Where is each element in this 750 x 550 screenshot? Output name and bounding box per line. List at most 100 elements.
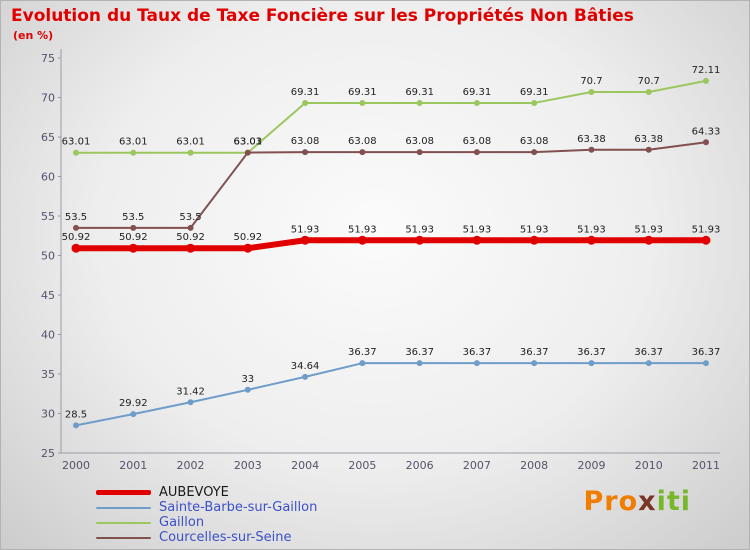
value-label: 51.93 bbox=[692, 224, 721, 235]
data-point bbox=[416, 149, 423, 156]
data-point bbox=[359, 360, 366, 367]
value-label: 70.7 bbox=[580, 76, 602, 87]
value-label: 53.5 bbox=[179, 212, 201, 223]
value-label: 36.37 bbox=[577, 347, 606, 358]
data-point bbox=[473, 149, 480, 156]
value-label: 63.38 bbox=[577, 134, 606, 145]
x-tick-label: 2007 bbox=[463, 459, 491, 472]
data-point bbox=[703, 77, 709, 84]
x-tick-label: 2011 bbox=[692, 459, 720, 472]
data-point bbox=[531, 360, 538, 367]
x-tick-label: 2009 bbox=[577, 459, 605, 472]
y-tick-label: 40 bbox=[41, 329, 55, 342]
data-point bbox=[529, 235, 539, 245]
data-point bbox=[531, 149, 538, 156]
data-point bbox=[473, 99, 480, 106]
legend-label-gaillon[interactable]: Gaillon bbox=[159, 515, 205, 530]
value-label: 53.5 bbox=[65, 212, 87, 223]
y-tick-label: 30 bbox=[41, 408, 55, 421]
x-tick-label: 2000 bbox=[62, 459, 90, 472]
legend-item-aubevoye: AUBEVOYE bbox=[96, 485, 317, 500]
value-label: 29.92 bbox=[119, 398, 148, 409]
legend-item-gaillon: Gaillon bbox=[96, 515, 317, 530]
y-tick-label: 70 bbox=[41, 92, 55, 105]
proxiti-logo[interactable]: Proxiti bbox=[584, 486, 692, 517]
data-point bbox=[73, 422, 79, 429]
series-line-Courcelles-sur-Seine bbox=[75, 141, 707, 229]
value-label: 51.93 bbox=[634, 224, 663, 235]
value-label: 70.7 bbox=[638, 76, 660, 87]
logo-pro: Pro bbox=[583, 486, 639, 517]
logo-iti: iti bbox=[656, 486, 691, 517]
y-tick-label: 75 bbox=[41, 52, 55, 65]
data-point bbox=[357, 235, 367, 245]
data-point bbox=[645, 88, 652, 95]
data-point bbox=[186, 243, 196, 253]
value-label: 63.03 bbox=[233, 137, 262, 148]
logo-x-icon: x bbox=[638, 486, 657, 517]
value-label: 51.93 bbox=[577, 224, 606, 235]
data-point bbox=[473, 360, 480, 367]
data-point bbox=[243, 243, 253, 253]
x-tick-label: 2010 bbox=[635, 459, 663, 472]
data-point bbox=[187, 399, 194, 406]
legend-swatch-sainte-barbe-sur-gaillon bbox=[96, 506, 151, 509]
value-label: 36.37 bbox=[405, 347, 434, 358]
y-tick-label: 50 bbox=[41, 250, 55, 263]
legend-label-aubevoye: AUBEVOYE bbox=[159, 485, 229, 500]
data-point bbox=[586, 235, 596, 245]
legend-item-courcelles-sur-seine: Courcelles-sur-Seine bbox=[96, 530, 317, 545]
value-label: 51.93 bbox=[463, 224, 492, 235]
data-point bbox=[472, 235, 482, 245]
value-label: 63.38 bbox=[634, 134, 663, 145]
value-label: 34.64 bbox=[291, 361, 320, 372]
data-point bbox=[416, 99, 423, 106]
legend-item-sainte-barbe-sur-gaillon: Sainte-Barbe-sur-Gaillon bbox=[96, 500, 317, 515]
legend-swatch-courcelles-sur-seine bbox=[96, 536, 151, 539]
data-point bbox=[302, 149, 309, 156]
value-label: 51.93 bbox=[520, 224, 549, 235]
legend-label-sainte-barbe-sur-gaillon[interactable]: Sainte-Barbe-sur-Gaillon bbox=[159, 500, 318, 515]
data-point bbox=[588, 360, 595, 367]
value-label: 69.31 bbox=[291, 87, 320, 98]
value-label: 31.42 bbox=[176, 386, 205, 397]
value-label: 50.92 bbox=[233, 232, 262, 243]
data-point bbox=[128, 243, 138, 253]
value-label: 36.37 bbox=[348, 347, 377, 358]
x-tick-label: 2005 bbox=[348, 459, 376, 472]
value-label: 51.93 bbox=[405, 224, 434, 235]
data-point bbox=[415, 235, 425, 245]
value-label: 51.93 bbox=[291, 224, 320, 235]
value-label: 63.08 bbox=[463, 136, 492, 147]
value-label: 69.31 bbox=[463, 87, 492, 98]
data-point bbox=[531, 99, 538, 106]
data-point bbox=[187, 224, 194, 231]
data-point bbox=[73, 149, 79, 156]
value-label: 69.31 bbox=[348, 87, 377, 98]
legend-label-courcelles-sur-seine[interactable]: Courcelles-sur-Seine bbox=[159, 530, 292, 545]
chart-legend: AUBEVOYE Sainte-Barbe-sur-Gaillon Gaillo… bbox=[96, 485, 317, 545]
legend-swatch-gaillon bbox=[96, 521, 151, 524]
value-label: 36.37 bbox=[634, 347, 663, 358]
series-line-Sainte-Barbe-sur-Gaillon bbox=[75, 362, 707, 427]
x-tick-label: 2006 bbox=[406, 459, 434, 472]
data-point bbox=[71, 243, 81, 253]
data-point bbox=[644, 235, 654, 245]
y-tick-label: 35 bbox=[41, 368, 55, 381]
data-point bbox=[645, 360, 652, 367]
data-point bbox=[703, 360, 709, 367]
data-point bbox=[302, 99, 309, 106]
data-point bbox=[300, 235, 310, 245]
data-point bbox=[359, 149, 366, 156]
value-label: 63.08 bbox=[520, 136, 549, 147]
data-point bbox=[701, 235, 711, 245]
value-label: 36.37 bbox=[463, 347, 492, 358]
value-label: 64.33 bbox=[692, 126, 721, 137]
data-point bbox=[302, 373, 309, 380]
value-label: 53.5 bbox=[122, 212, 144, 223]
x-tick-label: 2004 bbox=[291, 459, 319, 472]
value-label: 36.37 bbox=[692, 347, 721, 358]
value-label: 63.01 bbox=[62, 137, 91, 148]
data-point bbox=[703, 139, 709, 146]
data-point bbox=[130, 224, 137, 231]
